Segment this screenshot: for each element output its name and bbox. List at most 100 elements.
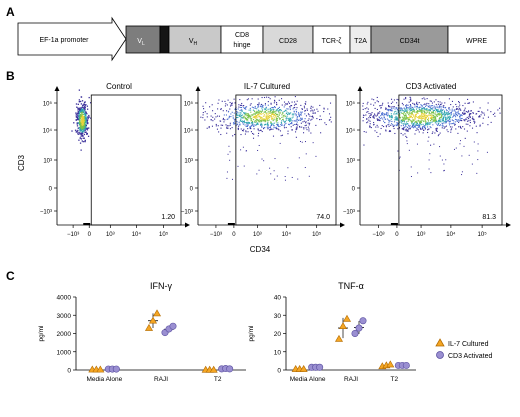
flow-y-tick-label: 0 [49,187,53,193]
flow-x-tick-label: 10⁴ [132,231,142,238]
flow-gate-percent: 1.20 [161,214,175,221]
flow-y-tick-label: 10⁵ [346,101,356,108]
flow-gate [235,94,337,226]
flow-x-tick-label: 0 [232,232,236,238]
flow-events [71,89,92,151]
data-point-il7 [299,364,308,372]
segment-label-cd8: CD8 [235,32,249,39]
panel-c-label: C [6,269,15,283]
cytokine-y-axis-label: pg/ml [248,325,255,341]
data-point-il7 [144,323,154,331]
flow-x-tick-label: 0 [88,232,92,238]
flow-plot-title: CD3 Activated [406,82,457,91]
cytokine-category-label: Media Alone [290,376,326,383]
segment-label-main: CD28 [279,38,297,45]
cytokine-chart-title: IFN-γ [150,281,172,291]
data-point-cd3 [355,324,363,332]
cytokine-chart-1: TNF-α 40 30 20 10 0 pg/ml Media Alone RAJI T2 [248,281,416,383]
legend-marker-il7 [435,338,445,347]
flow-x-tick-label: 10⁴ [446,231,456,238]
segment-wpre [447,25,506,54]
segment-label-main: V [137,38,142,45]
cytokine-y-tick-label: 20 [274,331,282,338]
cytokine-y-tick-label: 40 [274,295,282,302]
cytokine-category-label: RAJI [344,376,358,383]
segment-label-cd28: CD28 [279,38,297,45]
data-point-il7 [342,314,352,322]
flow-y-tick-label: 10³ [346,159,355,165]
flow-x-arrow [340,222,345,228]
data-point-cd3 [359,317,367,325]
data-point-il7 [334,334,344,342]
flow-gate [398,94,503,226]
flow-y-tick-label: 10³ [43,159,52,165]
segment-label-t2a: T2A [354,38,367,45]
flow-y-tick-label: 10⁵ [43,101,53,108]
flow-y-axis-label: CD3 [17,154,26,171]
segment-label-main: T2A [354,38,367,45]
panel-a-label: A [6,5,15,19]
flow-x-tick-label: 10⁵ [312,231,322,238]
flow-events [362,96,501,178]
cytokine-y-tick-label: 0 [277,368,281,375]
flow-x-tick-label: −10³ [210,232,222,238]
data-point-cd3 [226,365,234,373]
cytokine-y-tick-label: 30 [274,313,282,320]
data-point-il7 [96,365,105,373]
segment-cd28 [262,25,314,54]
flow-x-tick-label: 10⁴ [282,231,292,238]
flow-y-tick-label: 10⁵ [184,101,194,108]
cytokine-charts: IFN-γ 4000 3000 2000 1000 0 pg/ml Media Alone RA… [38,281,416,383]
flow-y-tick-label: −10³ [40,210,52,216]
segment-label-sub: H [194,41,198,47]
segment-label-sub: L [142,41,145,47]
panel-b-label: B [6,69,15,83]
flow-x-tick-label: 10⁵ [478,231,488,238]
flow-plot-title: IL-7 Cultured [244,82,290,91]
data-point-il7 [209,365,218,373]
legend-marker-cd3 [436,351,444,359]
flow-baseline-events [83,223,91,225]
data-point-cd3 [351,329,359,337]
flow-y-tick-label: 0 [190,187,194,193]
flow-y-tick-label: 10⁴ [43,128,53,135]
flow-y-arrow [54,86,60,91]
segment-label-vl: VL [137,38,145,47]
cytokine-y-tick-label: 4000 [57,295,72,302]
data-point-il7 [152,309,162,317]
segment-label-main: TCR-ζ [322,38,342,45]
cytokine-category-label: T2 [391,376,399,383]
flow-y-tick-label: 10⁴ [184,128,194,135]
flow-plot-2: CD3 Activated 10⁵ 10⁴ 10³ 0 −10³ −10³ 0 10³ 10⁴ 10… [343,82,511,238]
cytokine-y-tick-label: 0 [67,368,71,375]
cytokine-category-label: T2 [214,376,222,383]
cytokine-category-label: Media Alone [86,376,122,383]
segment-label-wpre: WPRE [466,38,487,45]
flow-x-arrow [506,222,511,228]
data-point-il7 [338,322,348,330]
data-point-il7 [386,360,395,368]
segment-label-main: V [189,38,194,45]
segment-vl [125,25,161,54]
flow-gate-percent: 74.0 [316,214,330,221]
flow-gate [90,94,182,226]
segment-tcr [312,25,351,54]
promoter-label: EF-1a promoter [39,37,89,44]
flow-y-tick-label: 10⁴ [346,128,356,135]
flow-baseline-events [227,223,235,225]
flow-x-tick-label: −10³ [372,232,384,238]
cytokine-y-tick-label: 1000 [57,349,72,356]
flow-x-axis-label: CD34 [250,245,271,254]
segment-label-main: WPRE [466,38,487,45]
flow-baseline-events [390,223,398,225]
flow-x-tick-label: 10⁵ [159,231,169,238]
flow-cytometry-panel: Control 10⁵ 10⁴ 10³ 0 −10³ −10³ 0 10³ 10⁴ 10⁵ 1.20 I… [17,82,511,238]
data-point-cd3 [402,361,410,369]
segment-cd34t [370,25,449,54]
flow-plot-1: IL-7 Cultured 10⁵ 10⁴ 10³ 0 −10³ −10³ 0 10³ 10⁴ 10… [181,82,345,238]
segment-signal [159,25,170,54]
cytokine-y-tick-label: 10 [274,349,282,356]
data-point-il7 [148,316,158,324]
cytokine-chart-0: IFN-γ 4000 3000 2000 1000 0 pg/ml Media Alone RA… [38,281,246,383]
